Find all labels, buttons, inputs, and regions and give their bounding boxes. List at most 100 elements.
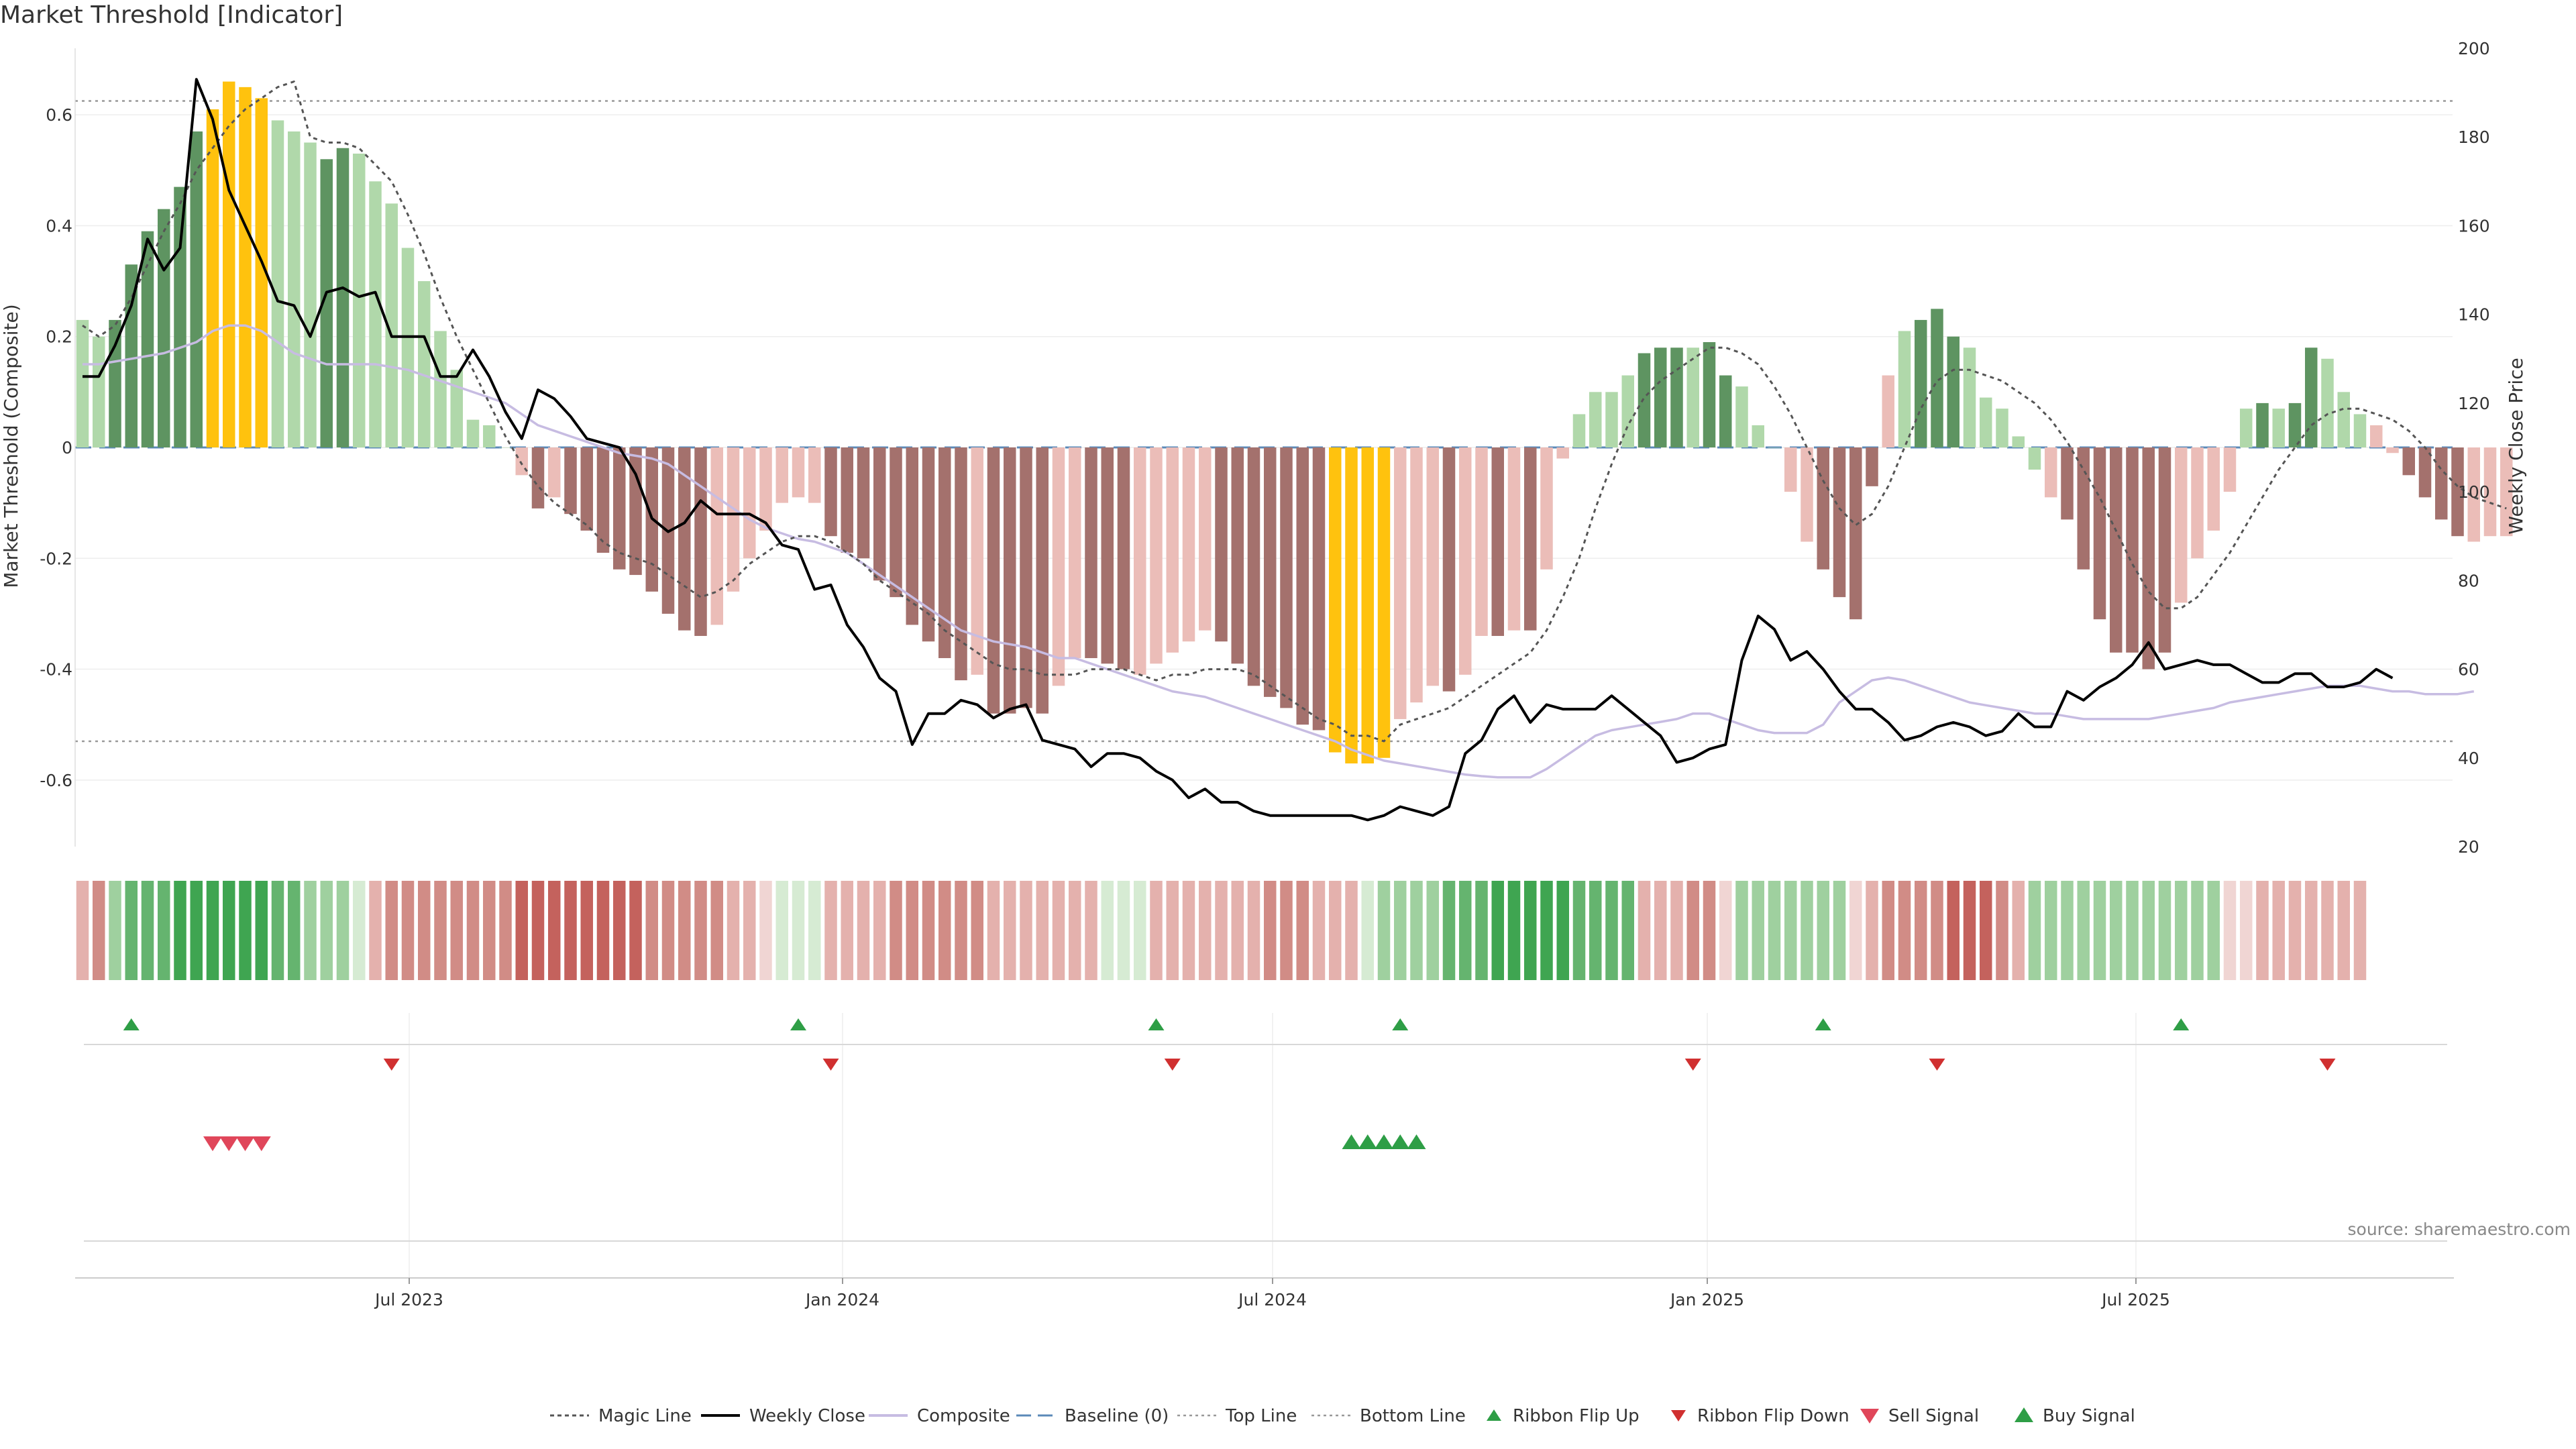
threshold-bar xyxy=(1394,447,1407,719)
threshold-bar xyxy=(1540,447,1553,570)
threshold-bar xyxy=(2223,447,2237,492)
ribbon-cell xyxy=(369,881,382,980)
threshold-bar xyxy=(1947,336,1960,447)
ribbon-cell xyxy=(1866,881,1878,980)
ribbon-cell xyxy=(1296,881,1309,980)
y-tick-label: -0.2 xyxy=(40,549,72,568)
threshold-bar xyxy=(1589,392,1602,447)
threshold-bar xyxy=(1882,375,1894,447)
threshold-bar xyxy=(759,447,772,531)
y-right-tick-label: 20 xyxy=(2458,837,2479,857)
y-right-tick-label: 140 xyxy=(2458,305,2490,325)
source-note: source: sharemaestro.com xyxy=(2347,1220,2571,1239)
ribbon-cell xyxy=(743,881,756,980)
ribbon-cell xyxy=(255,881,268,980)
ribbon-cell xyxy=(499,881,512,980)
threshold-bar xyxy=(710,447,723,625)
legend-label: Composite xyxy=(917,1406,1010,1426)
ribbon-cell xyxy=(1264,881,1277,980)
threshold-bar xyxy=(743,447,756,559)
threshold-bar xyxy=(2370,425,2383,447)
threshold-bar xyxy=(2500,447,2513,537)
threshold-bar xyxy=(613,447,626,570)
threshold-bar xyxy=(1166,447,1179,653)
ribbon-cell xyxy=(1686,881,1699,980)
composite-line xyxy=(83,324,2475,779)
ribbon-cell xyxy=(1101,881,1114,980)
x-tick-label: Jan 2025 xyxy=(1669,1290,1744,1309)
ribbon-cell xyxy=(906,881,918,980)
ribbon-cell xyxy=(141,881,154,980)
ribbon-cell xyxy=(548,881,561,980)
ribbon-cell xyxy=(2061,881,2074,980)
legend-label: Buy Signal xyxy=(2043,1406,2135,1426)
threshold-bar xyxy=(239,87,252,447)
threshold-bar xyxy=(1199,447,1212,631)
threshold-bar xyxy=(938,447,951,659)
ribbon-cell xyxy=(2142,881,2155,980)
threshold-bar xyxy=(792,447,805,498)
ribbon-cell xyxy=(808,881,821,980)
ribbon-cell xyxy=(466,881,480,980)
ribbon-cell xyxy=(1638,881,1651,980)
signals-layer xyxy=(84,1018,2447,1242)
ribbon-cell xyxy=(2077,881,2090,980)
y-right-tick-label: 120 xyxy=(2458,394,2490,413)
legend-swatch xyxy=(2015,1407,2033,1422)
ribbon-cell xyxy=(1898,881,1911,980)
threshold-bar xyxy=(1898,331,1911,447)
threshold-bar xyxy=(596,447,610,553)
threshold-bar xyxy=(2256,402,2269,447)
threshold-bar xyxy=(2110,447,2123,653)
ribbon-cell xyxy=(661,881,675,980)
ribbon-cell xyxy=(841,881,853,980)
threshold-bar xyxy=(1817,447,1829,570)
ribbon-cell xyxy=(2207,881,2220,980)
ribbon-cell xyxy=(1459,881,1472,980)
ribbon-cell xyxy=(1117,881,1130,980)
ribbon-cell xyxy=(2191,881,2204,980)
buy-signal-marker xyxy=(1407,1134,1426,1149)
ribbon-cell xyxy=(857,881,870,980)
threshold-bar xyxy=(109,319,121,447)
threshold-bar xyxy=(141,231,154,447)
ribbon-cell xyxy=(1215,881,1228,980)
legend: Magic Line Weekly Close Composite Baseline … xyxy=(550,1406,2135,1426)
ribbon-cell xyxy=(564,881,577,980)
ribbon-cell xyxy=(1833,881,1846,980)
threshold-bar xyxy=(1833,447,1846,598)
ribbon-cell xyxy=(2321,881,2334,980)
ribbon-cell xyxy=(792,881,805,980)
threshold-bar xyxy=(873,447,886,581)
ribbon-cell xyxy=(1199,881,1212,980)
ribbon-cell xyxy=(2256,881,2269,980)
ribbon-cell xyxy=(1426,881,1439,980)
ribbon-cell xyxy=(385,881,398,980)
y-tick-label: 0.6 xyxy=(46,105,72,125)
ribbon-cell xyxy=(1377,881,1391,980)
threshold-bar xyxy=(1931,309,1943,447)
ribbon-cell xyxy=(987,881,1000,980)
ribbon-cell xyxy=(1752,881,1764,980)
threshold-bar xyxy=(158,209,170,447)
ribbon-cell xyxy=(2240,881,2253,980)
ribbon-cell xyxy=(515,881,528,980)
ribbon-cell xyxy=(1312,881,1326,980)
ribbon-cell xyxy=(418,881,431,980)
threshold-bar xyxy=(580,447,593,531)
ribbon-cell xyxy=(1020,881,1032,980)
threshold-bar xyxy=(1996,409,2008,447)
ribbon-cell xyxy=(955,881,967,980)
chart-title: Market Threshold [Indicator] xyxy=(0,1,343,29)
threshold-bar xyxy=(401,248,415,447)
x-tick-label: Jul 2023 xyxy=(374,1290,443,1309)
ribbon-cell xyxy=(645,881,658,980)
ribbon-cell xyxy=(2288,881,2302,980)
y-right-tick-label: 160 xyxy=(2458,216,2490,235)
ribbon-cell xyxy=(1345,881,1358,980)
ribbon-cell xyxy=(1004,881,1016,980)
threshold-bar xyxy=(2467,447,2480,542)
ribbon-cell xyxy=(1947,881,1960,980)
ribbon-flip-up-marker xyxy=(2173,1018,2190,1030)
threshold-bar xyxy=(320,159,333,447)
